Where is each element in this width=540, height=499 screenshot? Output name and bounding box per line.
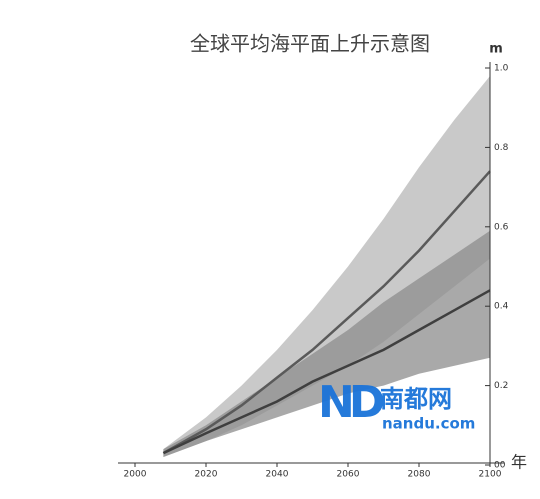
y-tick-label: 00 bbox=[494, 461, 506, 471]
y-tick-label: 1.0 bbox=[494, 64, 509, 74]
band bbox=[163, 75, 490, 458]
line bbox=[162, 170, 491, 455]
x-tick-label: 2100 bbox=[479, 470, 502, 480]
band bbox=[163, 230, 490, 458]
line bbox=[162, 289, 491, 455]
x-tick-label: 2000 bbox=[124, 470, 147, 480]
x-unit: 年 bbox=[511, 453, 527, 472]
x-tick-label: 2040 bbox=[266, 470, 289, 480]
y-tick-label: 0.6 bbox=[494, 222, 509, 232]
watermark-brand: 南都网 bbox=[380, 385, 452, 413]
y-unit: m bbox=[489, 42, 503, 57]
chart-title: 全球平均海平面上升示意图 bbox=[190, 32, 430, 56]
watermark-logo: ND bbox=[318, 377, 384, 428]
x-tick-label: 2080 bbox=[408, 470, 431, 480]
watermark: ND 南都网 nandu.com bbox=[318, 377, 475, 433]
x-tick-label: 2060 bbox=[337, 470, 360, 480]
y-tick-label: 0.2 bbox=[494, 381, 508, 391]
y-tick-label: 0.4 bbox=[494, 302, 509, 312]
watermark-site: nandu.com bbox=[382, 415, 475, 433]
y-tick-label: 0.8 bbox=[494, 143, 509, 153]
x-tick-label: 2020 bbox=[195, 470, 218, 480]
